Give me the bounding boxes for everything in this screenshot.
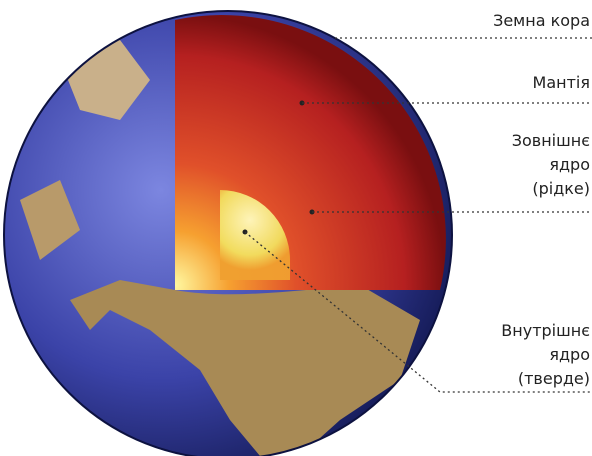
leader-lines xyxy=(242,37,592,393)
labels: Земна кора Мантія Зовнішнє ядро (рідке) Внутр… xyxy=(493,11,590,388)
layer-label: (рідке) xyxy=(532,179,590,198)
layer-label: Внутрішнє xyxy=(501,321,590,340)
layer-label: Земна кора xyxy=(493,11,590,30)
layer-label: Зовнішнє xyxy=(512,131,590,150)
layer-label: ядро xyxy=(549,345,590,364)
globe xyxy=(3,10,453,456)
layer-label: (тверде) xyxy=(518,369,590,388)
layer-label: Мантія xyxy=(533,73,590,92)
layer-label: ядро xyxy=(549,155,590,174)
